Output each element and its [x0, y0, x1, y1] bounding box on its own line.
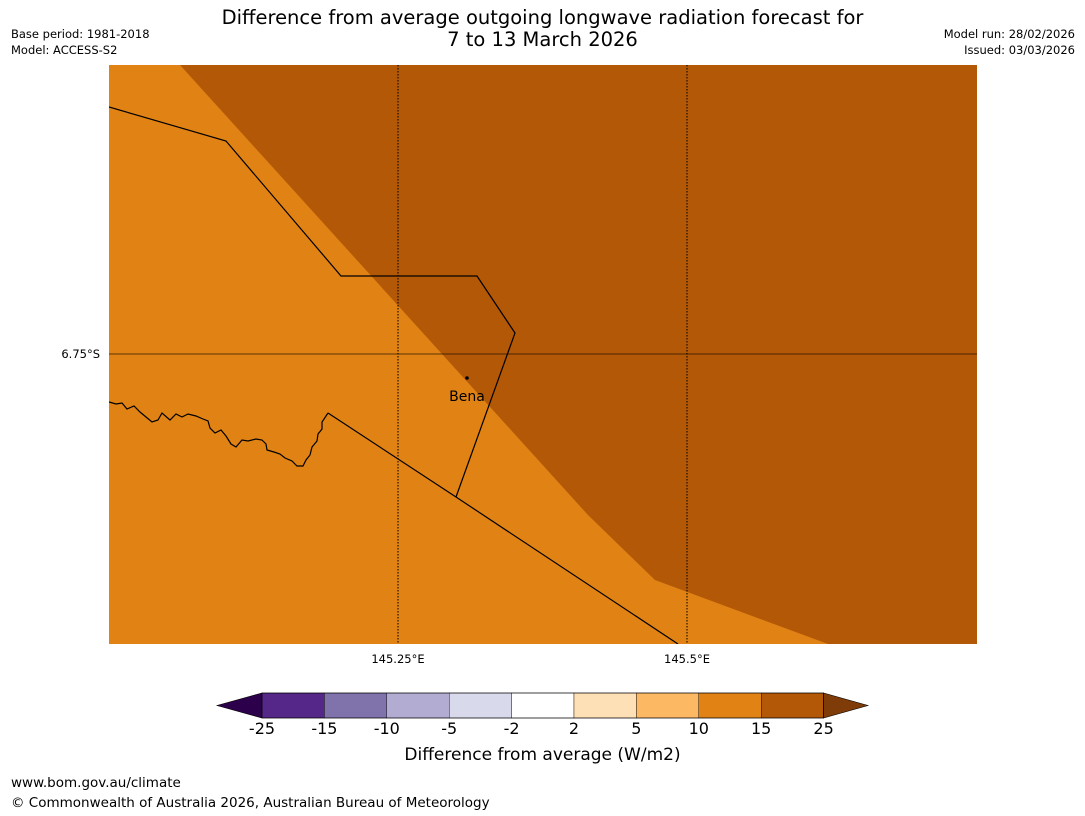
meta-right: Model run: 28/02/2026 Issued: 03/03/2026 [944, 26, 1075, 58]
colorbar-tick-label: 10 [688, 719, 709, 738]
model-run: Model run: 28/02/2026 [943, 27, 1075, 41]
bena-location-dot [465, 376, 469, 380]
base-period: Base period: 1981-2018 [11, 27, 150, 41]
colorbar-tick-label: -5 [441, 719, 458, 738]
colorbar-label: Difference from average (W/m2) [404, 745, 681, 765]
colorbar-extend-high [823, 692, 870, 719]
colorbar-segment [698, 692, 762, 719]
border-line-north [109, 106, 516, 498]
model-name: Model: ACCESS-S2 [11, 43, 118, 57]
colorbar-segment [449, 692, 512, 719]
colorbar-tick-label: 25 [813, 719, 834, 738]
colorbar-segment [761, 692, 824, 719]
title-line-1: Difference from average outgoing longwav… [221, 6, 864, 29]
colorbar-segment [511, 692, 575, 719]
colorbar-tick-label: -15 [311, 719, 338, 738]
colorbar-segment [573, 692, 637, 719]
meta-left: Base period: 1981-2018 Model: ACCESS-S2 [11, 26, 150, 58]
river-line [109, 401, 329, 467]
map-high-anomaly-region [180, 65, 977, 644]
colorbar-tick-label: 2 [568, 719, 580, 738]
colorbar-segment [261, 692, 325, 719]
colorbar-extend-low [215, 692, 263, 719]
colorbar-segment [324, 692, 387, 719]
colorbar-tick-label: -10 [373, 719, 400, 738]
chart-title: Difference from average outgoing longwav… [0, 7, 1085, 51]
longitude-label-145-25: 145.25°E [371, 652, 425, 666]
colorbar-outline [261, 692, 824, 719]
colorbar-tick-label: 15 [751, 719, 772, 738]
issued-date: Issued: 03/03/2026 [964, 43, 1075, 57]
longitude-label-145-5: 145.5°E [664, 652, 710, 666]
footer-copyright: © Commonwealth of Australia 2026, Austra… [11, 795, 490, 811]
colorbar-segment [636, 692, 700, 719]
title-line-2: 7 to 13 March 2026 [447, 28, 638, 51]
border-line-south [327, 412, 679, 644]
colorbar-tick-label: 5 [631, 719, 642, 738]
footer-url[interactable]: www.bom.gov.au/climate [11, 775, 181, 791]
latitude-label: 6.75°S [61, 347, 100, 361]
colorbar-tick-label: -25 [248, 719, 276, 738]
place-label-bena: Bena [449, 389, 485, 405]
colorbar-segment [386, 692, 450, 719]
colorbar-tick-label: -2 [503, 719, 520, 738]
